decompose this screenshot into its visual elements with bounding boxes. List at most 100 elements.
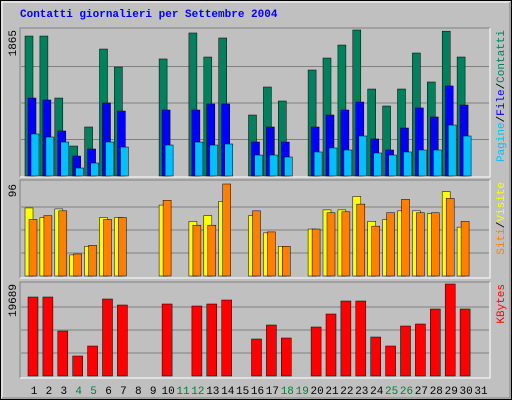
bar [431, 212, 440, 277]
bar [88, 245, 97, 277]
bar [282, 246, 291, 277]
bar [206, 303, 218, 377]
x-tick-label: 20 [310, 386, 323, 398]
bar [371, 225, 380, 277]
bar [388, 154, 397, 177]
bar [164, 144, 174, 177]
x-tick-label: 28 [430, 386, 443, 398]
x-tick-label: 29 [445, 386, 458, 398]
bar [43, 215, 53, 277]
x-tick-label: 1 [31, 386, 38, 398]
bar [447, 124, 457, 177]
plot-bevel [20, 282, 491, 379]
bar [284, 156, 293, 177]
bar [73, 253, 82, 277]
bar [222, 183, 231, 277]
bar [103, 219, 112, 277]
legend: Pagine/File/Contatti [496, 30, 508, 162]
bar [445, 198, 455, 277]
bar [105, 141, 114, 177]
x-tick-label: 13 [206, 386, 219, 398]
y-tick-label: 19689 [8, 284, 20, 317]
x-tick-label: 19 [296, 386, 309, 398]
x-tick-label: 31 [474, 386, 488, 398]
x-tick-label: 12 [191, 386, 204, 398]
legend-entry: Visite [496, 182, 508, 222]
bar [224, 143, 233, 177]
bar [251, 338, 262, 377]
x-tick-label: 25 [385, 386, 398, 398]
bar [462, 135, 472, 177]
bar [266, 324, 277, 377]
bar [325, 313, 337, 377]
bar [57, 330, 69, 377]
x-tick-label: 21 [325, 386, 339, 398]
x-tick-label: 27 [415, 386, 428, 398]
bar [120, 146, 129, 177]
bar [356, 203, 366, 277]
y-tick-label: 1865 [8, 30, 20, 56]
x-tick-label: 11 [176, 386, 190, 398]
x-tick-label: 24 [370, 386, 384, 398]
x-tick-label: 17 [266, 386, 279, 398]
x-tick-label: 3 [60, 386, 67, 398]
x-tick-label: 5 [90, 386, 97, 398]
bar [221, 299, 232, 377]
legend-entry: Pagine [496, 122, 508, 162]
bar [418, 149, 427, 177]
bar [311, 228, 321, 277]
bar [87, 345, 98, 377]
bar [373, 152, 382, 177]
plot-bevel [19, 179, 490, 278]
bar [254, 154, 263, 177]
bar [60, 141, 70, 177]
x-tick-label: 15 [236, 386, 249, 398]
bar [192, 224, 202, 277]
bar [416, 212, 425, 277]
bar [430, 308, 441, 377]
bar [341, 211, 351, 277]
bar [102, 298, 113, 377]
bar [194, 141, 204, 177]
bar [444, 283, 456, 377]
bar [459, 308, 471, 377]
bar [118, 217, 127, 277]
bar [326, 212, 336, 277]
legend: KBytes [496, 284, 508, 324]
bar [161, 303, 173, 377]
legend-entry: Siti [496, 228, 508, 255]
bar [460, 221, 470, 277]
bar [433, 149, 442, 177]
bar [358, 135, 368, 177]
x-tick-label: 22 [340, 386, 353, 398]
bar [403, 151, 412, 177]
legend-entry: File [496, 89, 508, 115]
x-tick-label: 23 [355, 386, 368, 398]
plot-bevel [19, 27, 490, 177]
bar [90, 162, 99, 177]
legend: Siti/Visite [496, 182, 508, 255]
x-tick-label: 18 [281, 386, 294, 398]
bar [162, 200, 172, 277]
bar [310, 326, 322, 377]
bar [252, 210, 261, 277]
x-tick-label: 6 [105, 386, 112, 398]
bar [355, 300, 367, 377]
x-tick-label: 26 [400, 386, 413, 398]
x-tick-label: 4 [75, 386, 82, 398]
bar [340, 300, 352, 377]
bar [28, 219, 38, 277]
bar [191, 305, 203, 377]
bar [400, 325, 411, 377]
bar [386, 212, 395, 277]
bar [281, 337, 292, 377]
plot-bevel [19, 281, 490, 378]
bar [313, 151, 323, 177]
bar [58, 210, 68, 277]
legend-entry: KBytes [496, 284, 508, 324]
x-tick-label: 14 [221, 386, 235, 398]
bar [27, 296, 39, 377]
legend-separator: / [496, 222, 508, 229]
